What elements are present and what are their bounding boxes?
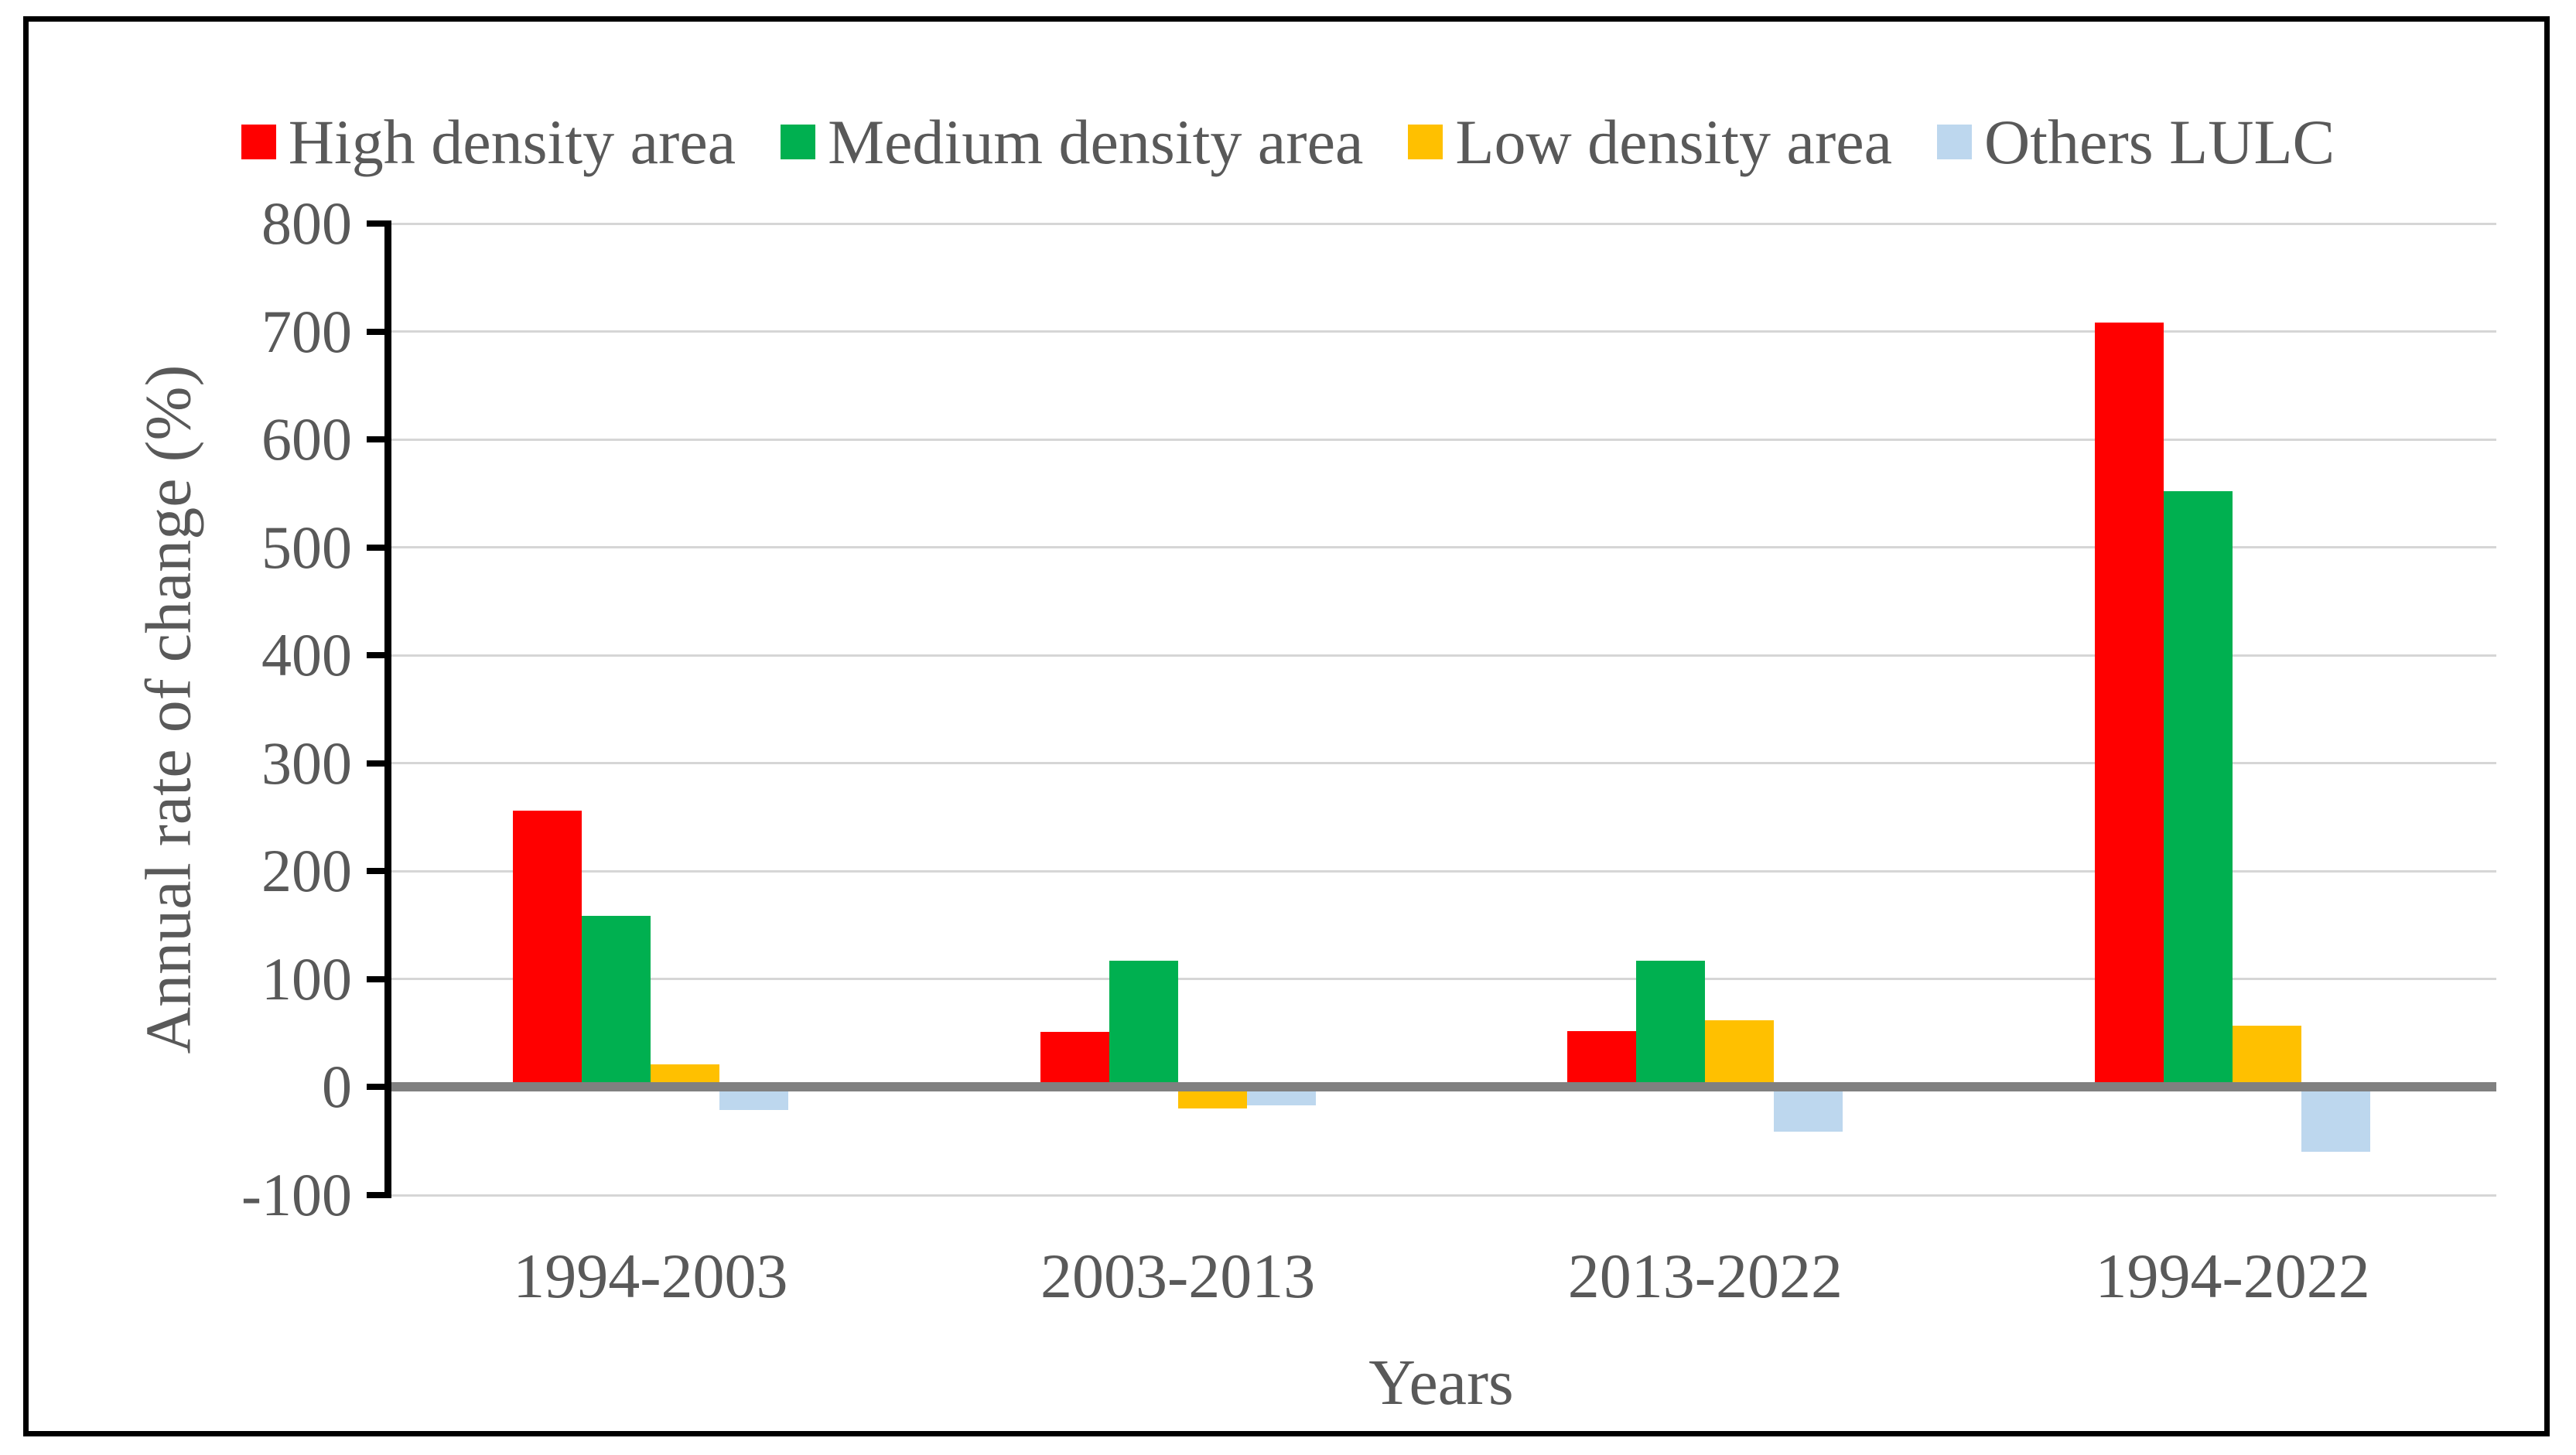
- y-tick-600: [367, 436, 387, 443]
- gridline--100: [387, 1194, 2496, 1197]
- y-tick-label-700: 700: [261, 297, 352, 365]
- legend-swatch-icon: [1937, 125, 1973, 159]
- legend-label: Low density area: [1455, 107, 1893, 177]
- x-tick-label-2003-2013: 2003-2013: [1040, 1241, 1316, 1311]
- bar-medium-density-area-2003-2013: [1109, 961, 1178, 1088]
- gridline-700: [387, 330, 2496, 333]
- y-tick--100: [367, 1192, 387, 1198]
- y-tick-label--100: -100: [241, 1161, 352, 1228]
- y-tick-700: [367, 328, 387, 335]
- y-tick-label-500: 500: [261, 513, 352, 581]
- legend-item-others-lulc: Others LULC: [1937, 105, 2335, 179]
- y-tick-500: [367, 544, 387, 551]
- y-tick-400: [367, 652, 387, 659]
- y-tick-label-400: 400: [261, 621, 352, 689]
- gridline-100: [387, 978, 2496, 981]
- legend-item-medium-density-area: Medium density area: [781, 105, 1363, 179]
- y-tick-label-0: 0: [322, 1053, 352, 1121]
- plot-area: [387, 222, 2496, 1197]
- bar-others-lulc-1994-2022: [2301, 1087, 2371, 1153]
- gridline-800: [387, 222, 2496, 225]
- y-tick-label-100: 100: [261, 944, 352, 1013]
- bar-high-density-area-2003-2013: [1040, 1032, 1109, 1088]
- zero-baseline: [387, 1082, 2496, 1092]
- gridline-200: [387, 869, 2496, 873]
- bar-low-density-area-1994-2022: [2233, 1025, 2302, 1088]
- x-tick-label-1994-2022: 1994-2022: [2095, 1241, 2370, 1311]
- legend-swatch-icon: [1408, 125, 1443, 159]
- figure-border: [23, 16, 2550, 1436]
- y-axis-line: [384, 220, 391, 1198]
- y-tick-label-800: 800: [261, 190, 352, 257]
- y-tick-200: [367, 868, 387, 875]
- y-tick-300: [367, 760, 387, 767]
- gridline-300: [387, 762, 2496, 765]
- gridline-500: [387, 546, 2496, 549]
- bar-medium-density-area-1994-2022: [2164, 491, 2233, 1088]
- x-axis-title: Years: [1368, 1347, 1514, 1419]
- y-tick-label-600: 600: [261, 405, 352, 473]
- y-tick-0: [367, 1084, 387, 1091]
- legend-label: Medium density area: [828, 107, 1364, 177]
- legend-item-high-density-area: High density area: [241, 105, 736, 179]
- bar-medium-density-area-2013-2022: [1636, 961, 1706, 1088]
- y-tick-800: [367, 220, 387, 227]
- bar-high-density-area-2013-2022: [1567, 1030, 1637, 1088]
- gridline-600: [387, 438, 2496, 441]
- legend-label: Others LULC: [1984, 107, 2335, 177]
- chart-legend: High density area Medium density area Low …: [0, 105, 2576, 179]
- bar-medium-density-area-1994-2003: [581, 915, 651, 1088]
- y-tick-100: [367, 975, 387, 982]
- bar-others-lulc-2013-2022: [1774, 1087, 1843, 1132]
- y-axis-title: Annual rate of change (%): [132, 364, 205, 1054]
- bar-high-density-area-1994-2003: [512, 811, 582, 1088]
- y-tick-label-300: 300: [261, 729, 352, 797]
- legend-label: High density area: [288, 107, 736, 177]
- bar-low-density-area-2013-2022: [1705, 1020, 1775, 1088]
- bar-high-density-area-1994-2022: [2095, 323, 2164, 1088]
- legend-swatch-icon: [241, 125, 276, 159]
- legend-item-low-density-area: Low density area: [1408, 105, 1892, 179]
- legend-swatch-icon: [781, 125, 816, 159]
- x-tick-label-1994-2003: 1994-2003: [513, 1241, 788, 1311]
- x-tick-label-2013-2022: 2013-2022: [1567, 1241, 1843, 1311]
- gridline-400: [387, 654, 2496, 657]
- y-tick-label-200: 200: [261, 837, 352, 905]
